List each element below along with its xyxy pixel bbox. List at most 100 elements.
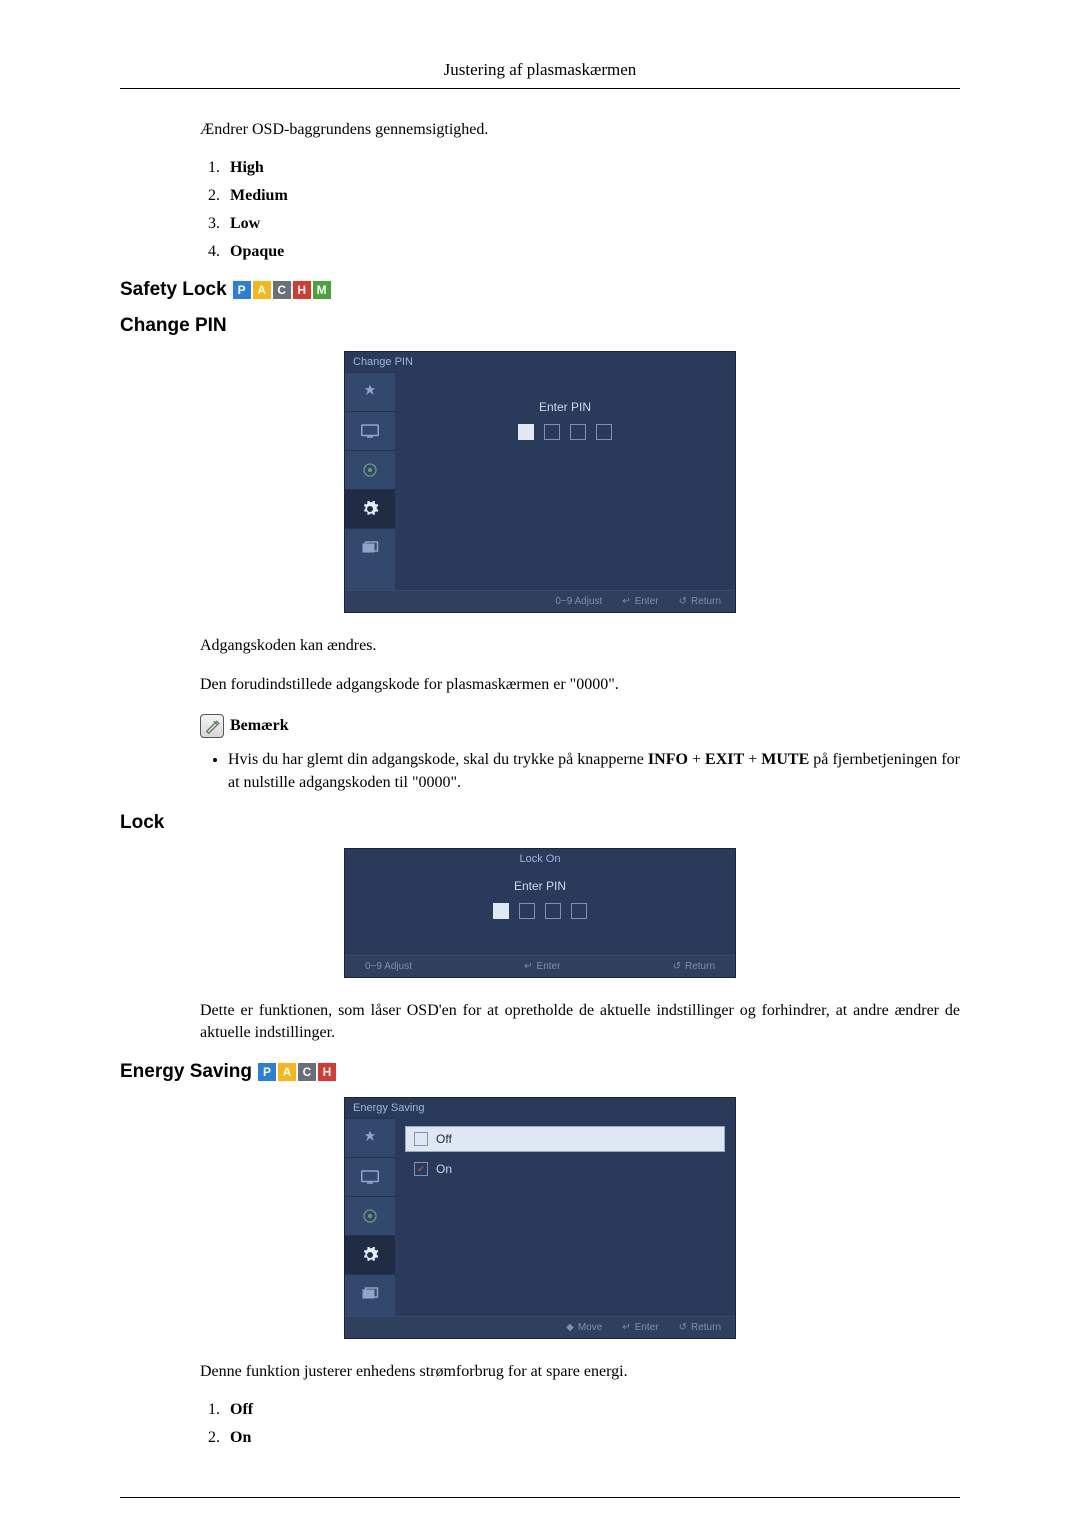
plus: + bbox=[744, 751, 761, 768]
option-opaque: Opaque bbox=[230, 243, 284, 260]
enter-pin-label: Enter PIN bbox=[539, 400, 591, 414]
osd-foot-adjust: 0~9 Adjust bbox=[365, 961, 412, 972]
osd-title: Lock On bbox=[345, 849, 735, 869]
note-icon bbox=[200, 714, 224, 738]
badge-c: C bbox=[298, 1063, 316, 1081]
osd-foot-move: ◆ Move bbox=[566, 1322, 602, 1333]
energy-option-on: ✔ On bbox=[405, 1156, 725, 1182]
lock-heading-text: Lock bbox=[120, 812, 164, 834]
list-item: Opaque bbox=[224, 243, 960, 261]
note-label: Bemærk bbox=[230, 717, 289, 735]
energy-saving-heading: Energy Saving P A C H bbox=[120, 1061, 960, 1083]
osd-side-icon bbox=[345, 450, 395, 489]
change-pin-text1: Adgangskoden kan ændres. bbox=[200, 635, 960, 657]
osd-foot-return: ↺ Return bbox=[679, 596, 721, 607]
option-medium: Medium bbox=[230, 187, 288, 204]
change-pin-heading: Change PIN bbox=[120, 315, 960, 337]
note-text: Hvis du har glemt din adgangskode, skal … bbox=[228, 751, 648, 768]
osd-side-icon-selected bbox=[345, 1235, 395, 1274]
energy-option-off: Off bbox=[405, 1126, 725, 1152]
badge-a: A bbox=[253, 281, 271, 299]
mode-badges: P A C H bbox=[258, 1063, 336, 1081]
badge-h: H bbox=[318, 1063, 336, 1081]
osd-side-icon bbox=[345, 1274, 395, 1313]
plus: + bbox=[688, 751, 705, 768]
pin-box bbox=[544, 424, 560, 440]
key-mute: MUTE bbox=[761, 751, 809, 768]
option-high: High bbox=[230, 159, 264, 176]
page-header: Justering af plasmaskærmen bbox=[120, 60, 960, 89]
note-row: Bemærk bbox=[200, 714, 960, 738]
option-off: Off bbox=[230, 1401, 253, 1418]
osd-side-icon bbox=[345, 1196, 395, 1235]
change-pin-osd: Change PIN Enter PIN bbox=[344, 351, 736, 613]
energy-heading-text: Energy Saving bbox=[120, 1061, 252, 1083]
badge-c: C bbox=[273, 281, 291, 299]
osd-side-icon bbox=[345, 411, 395, 450]
osd-foot-return: ↺ Return bbox=[673, 961, 715, 972]
pin-box bbox=[570, 424, 586, 440]
list-item: Medium bbox=[224, 187, 960, 205]
header-title: Justering af plasmaskærmen bbox=[444, 60, 637, 79]
osd-foot-enter: ↵ Enter bbox=[622, 1322, 658, 1333]
pin-box bbox=[493, 903, 509, 919]
lock-text: Dette er funktionen, som låser OSD'en fo… bbox=[200, 1000, 960, 1043]
osd-foot-return: ↺ Return bbox=[679, 1322, 721, 1333]
key-info: INFO bbox=[648, 751, 688, 768]
list-item: High bbox=[224, 159, 960, 177]
list-item: On bbox=[224, 1429, 960, 1447]
osd-side-icon bbox=[345, 1118, 395, 1157]
osd-title: Energy Saving bbox=[345, 1098, 735, 1118]
pin-boxes bbox=[518, 424, 612, 440]
osd-footer: 0~9 Adjust ↵ Enter ↺ Return bbox=[345, 590, 735, 612]
lock-heading: Lock bbox=[120, 812, 960, 834]
energy-options-list: Off On bbox=[200, 1401, 960, 1447]
pin-box bbox=[571, 903, 587, 919]
safety-lock-heading-text: Safety Lock bbox=[120, 279, 227, 301]
badge-h: H bbox=[293, 281, 311, 299]
osd-foot-enter: ↵ Enter bbox=[524, 961, 560, 972]
osd-main: Enter PIN bbox=[345, 869, 735, 955]
pin-boxes bbox=[493, 903, 587, 919]
list-item: Low bbox=[224, 215, 960, 233]
transparency-options-list: High Medium Low Opaque bbox=[200, 159, 960, 261]
pin-box bbox=[519, 903, 535, 919]
badge-a: A bbox=[278, 1063, 296, 1081]
osd-side-icon bbox=[345, 1157, 395, 1196]
osd-sidebar bbox=[345, 372, 395, 590]
option-low: Low bbox=[230, 215, 260, 232]
osd-footer: 0~9 Adjust ↵ Enter ↺ Return bbox=[345, 955, 735, 977]
energy-saving-osd: Energy Saving Off ✔ On bbox=[344, 1097, 736, 1339]
safety-lock-heading: Safety Lock P A C H M bbox=[120, 279, 960, 301]
energy-text: Denne funktion justerer enhedens strømfo… bbox=[200, 1361, 960, 1383]
lock-on-osd: Lock On Enter PIN 0~9 Adjust ↵ Enter ↺ R… bbox=[344, 848, 736, 978]
note-bullets: Hvis du har glemt din adgangskode, skal … bbox=[200, 748, 960, 794]
enter-pin-label: Enter PIN bbox=[514, 879, 566, 893]
osd-side-icon-selected bbox=[345, 489, 395, 528]
change-pin-heading-text: Change PIN bbox=[120, 315, 227, 337]
checkbox-icon: ✔ bbox=[414, 1162, 428, 1176]
osd-side-icon bbox=[345, 372, 395, 411]
change-pin-text2: Den forudindstillede adgangskode for pla… bbox=[200, 674, 960, 696]
key-exit: EXIT bbox=[705, 751, 744, 768]
mode-badges: P A C H M bbox=[233, 281, 331, 299]
pin-box bbox=[545, 903, 561, 919]
option-label: On bbox=[436, 1162, 452, 1176]
list-item: Off bbox=[224, 1401, 960, 1419]
osd-footer: ◆ Move ↵ Enter ↺ Return bbox=[345, 1316, 735, 1338]
osd-title: Change PIN bbox=[345, 352, 735, 372]
osd-foot-enter: ↵ Enter bbox=[622, 596, 658, 607]
pin-box bbox=[518, 424, 534, 440]
pin-box bbox=[596, 424, 612, 440]
osd-main: Enter PIN bbox=[395, 372, 735, 590]
footer-rule bbox=[120, 1497, 960, 1498]
badge-p: P bbox=[233, 281, 251, 299]
osd-sidebar bbox=[345, 1118, 395, 1316]
badge-p: P bbox=[258, 1063, 276, 1081]
note-bullet: Hvis du har glemt din adgangskode, skal … bbox=[228, 748, 960, 794]
osd-side-icon bbox=[345, 528, 395, 567]
badge-m: M bbox=[313, 281, 331, 299]
transparency-intro: Ændrer OSD-baggrundens gennemsigtighed. bbox=[200, 119, 960, 141]
option-label: Off bbox=[436, 1132, 452, 1146]
checkbox-icon bbox=[414, 1132, 428, 1146]
